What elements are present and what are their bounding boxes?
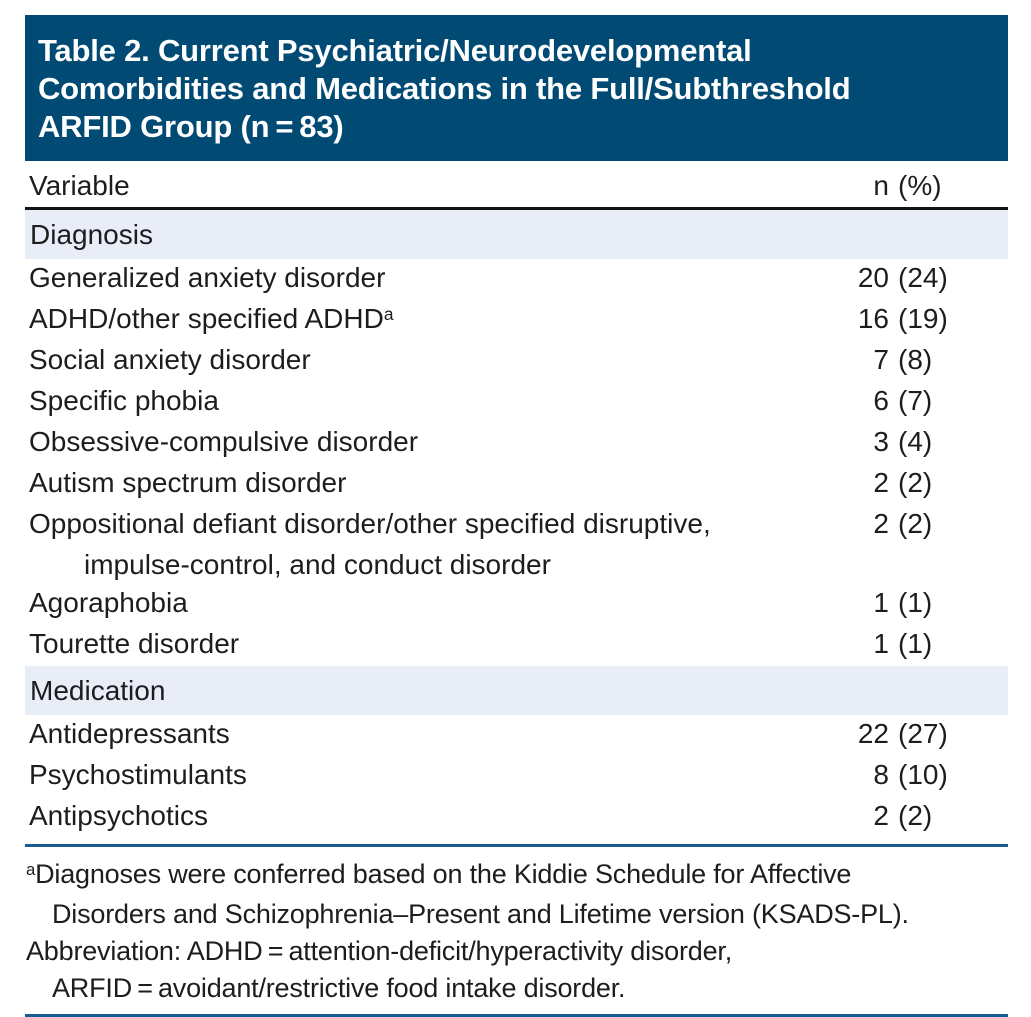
row-value-pct: (19) bbox=[898, 303, 948, 334]
row-value-n: 3 bbox=[873, 426, 889, 457]
row-value: 2 (2) bbox=[818, 505, 1008, 543]
row-value: 3 (4) bbox=[818, 423, 1008, 461]
row-value-pct: (10) bbox=[898, 759, 948, 790]
row-label: Tourette disorder bbox=[29, 625, 818, 666]
column-header-pct: (%) bbox=[898, 170, 942, 201]
row-value: 16 (19) bbox=[818, 300, 1008, 338]
row-value-n: 16 bbox=[857, 303, 889, 334]
row-value-pct: (8) bbox=[898, 344, 933, 375]
table-title-line-3: ARFID Group (n = 83) bbox=[38, 109, 344, 144]
row-value: 22 (27) bbox=[818, 715, 1008, 753]
row-value-n: 2 bbox=[873, 508, 889, 539]
section-header-medication: Medication bbox=[25, 666, 1008, 715]
row-label: Autism spectrum disorder bbox=[29, 464, 818, 505]
footnote-a-line-1: aDiagnoses were conferred based on the K… bbox=[26, 856, 1008, 896]
row-value: 1 (1) bbox=[818, 625, 1008, 663]
table-row: Autism spectrum disorder 2 (2) bbox=[25, 464, 1008, 505]
table-title-box: Table 2. Current Psychiatric/Neurodevelo… bbox=[25, 15, 1008, 161]
row-label-continuation: impulse-control, and conduct disorder bbox=[84, 549, 551, 580]
table-row: Agoraphobia 1 (1) bbox=[25, 584, 1008, 625]
footnote-text: Diagnoses were conferred based on the Ki… bbox=[35, 859, 852, 889]
table-figure: Table 2. Current Psychiatric/Neurodevelo… bbox=[25, 15, 1008, 1017]
row-label-text: Autism spectrum disorder bbox=[29, 467, 347, 498]
row-label: Antipsychotics bbox=[29, 797, 818, 838]
row-label-text: ADHD/other specified ADHD bbox=[29, 303, 384, 334]
row-value-pct: (1) bbox=[898, 628, 933, 659]
table-row: Antidepressants 22 (27) bbox=[25, 715, 1008, 756]
row-value-n: 6 bbox=[873, 385, 889, 416]
row-label-text: Generalized anxiety disorder bbox=[29, 262, 386, 293]
row-label: Psychostimulants bbox=[29, 756, 818, 797]
row-value-n: 2 bbox=[873, 800, 889, 831]
table-title-line-1: Table 2. Current Psychiatric/Neurodevelo… bbox=[38, 33, 752, 68]
row-value: 6 (7) bbox=[818, 382, 1008, 420]
row-value-pct: (27) bbox=[898, 718, 948, 749]
footnote-a-line-2: Disorders and Schizophrenia–Present and … bbox=[52, 899, 909, 929]
row-label: Generalized anxiety disorder bbox=[29, 259, 818, 300]
row-label: Specific phobia bbox=[29, 382, 818, 423]
row-label-text: Antipsychotics bbox=[29, 800, 208, 831]
row-value: 8 (10) bbox=[818, 756, 1008, 794]
row-value-pct: (2) bbox=[898, 467, 933, 498]
row-label-text: Antidepressants bbox=[29, 718, 230, 749]
row-label-text: Oppositional defiant disorder/other spec… bbox=[29, 508, 711, 539]
row-value-n: 7 bbox=[873, 344, 889, 375]
row-value-n: 20 bbox=[857, 262, 889, 293]
row-label-text: Obsessive-compulsive disorder bbox=[29, 426, 419, 457]
row-value-n: 1 bbox=[873, 628, 889, 659]
table-row: Tourette disorder 1 (1) bbox=[25, 625, 1008, 666]
column-header-variable: Variable bbox=[29, 170, 130, 201]
table-row: Antipsychotics 2 (2) bbox=[25, 797, 1008, 838]
column-header-n-pct: n (%) bbox=[818, 167, 1008, 205]
table-row: Specific phobia 6 (7) bbox=[25, 382, 1008, 423]
table-row: ADHD/other specified ADHDa 16 (19) bbox=[25, 300, 1008, 341]
row-value-pct: (7) bbox=[898, 385, 933, 416]
table-row: Psychostimulants 8 (10) bbox=[25, 756, 1008, 797]
row-value-pct: (2) bbox=[898, 508, 933, 539]
row-value-pct: (2) bbox=[898, 800, 933, 831]
row-label-text: Agoraphobia bbox=[29, 587, 188, 618]
row-label: Obsessive-compulsive disorder bbox=[29, 423, 818, 464]
row-value-n: 2 bbox=[873, 467, 889, 498]
row-label: Antidepressants bbox=[29, 715, 818, 756]
row-footnote-marker: a bbox=[383, 304, 394, 325]
section-header-diagnosis: Diagnosis bbox=[25, 210, 1008, 259]
footnote-abbrev-line-1: Abbreviation: ADHD = attention-deficit/h… bbox=[26, 936, 733, 966]
row-value-n: 1 bbox=[873, 587, 889, 618]
row-label-text: Social anxiety disorder bbox=[29, 344, 311, 375]
row-label: Oppositional defiant disorder/other spec… bbox=[29, 505, 818, 584]
row-value: 2 (2) bbox=[818, 797, 1008, 835]
column-header-row: Variable n (%) bbox=[25, 161, 1008, 210]
table-row: Obsessive-compulsive disorder 3 (4) bbox=[25, 423, 1008, 464]
row-value-pct: (4) bbox=[898, 426, 933, 457]
row-label: Agoraphobia bbox=[29, 584, 818, 625]
row-label: ADHD/other specified ADHDa bbox=[29, 300, 818, 341]
row-value-n: 8 bbox=[873, 759, 889, 790]
footnote-abbrev-line-2: ARFID = avoidant/restrictive food intake… bbox=[52, 973, 626, 1003]
row-value-n: 22 bbox=[857, 718, 889, 749]
row-label: Social anxiety disorder bbox=[29, 341, 818, 382]
row-value-pct: (1) bbox=[898, 587, 933, 618]
table-row: Generalized anxiety disorder 20 (24) bbox=[25, 259, 1008, 300]
table-row: Oppositional defiant disorder/other spec… bbox=[25, 505, 1008, 584]
row-value: 7 (8) bbox=[818, 341, 1008, 379]
row-value: 2 (2) bbox=[818, 464, 1008, 502]
row-value: 20 (24) bbox=[818, 259, 1008, 297]
row-value: 1 (1) bbox=[818, 584, 1008, 622]
row-value-pct: (24) bbox=[898, 262, 948, 293]
table-row: Social anxiety disorder 7 (8) bbox=[25, 341, 1008, 382]
row-label-text: Tourette disorder bbox=[29, 628, 240, 659]
row-label-text: Psychostimulants bbox=[29, 759, 247, 790]
footnote-marker: a bbox=[26, 860, 36, 880]
row-label-text: Specific phobia bbox=[29, 385, 219, 416]
footnotes: aDiagnoses were conferred based on the K… bbox=[25, 847, 1008, 1014]
footnote-top-rule bbox=[25, 844, 1008, 847]
column-header-n: n bbox=[873, 170, 889, 201]
table-title-line-2: Comorbidities and Medications in the Ful… bbox=[38, 71, 851, 106]
